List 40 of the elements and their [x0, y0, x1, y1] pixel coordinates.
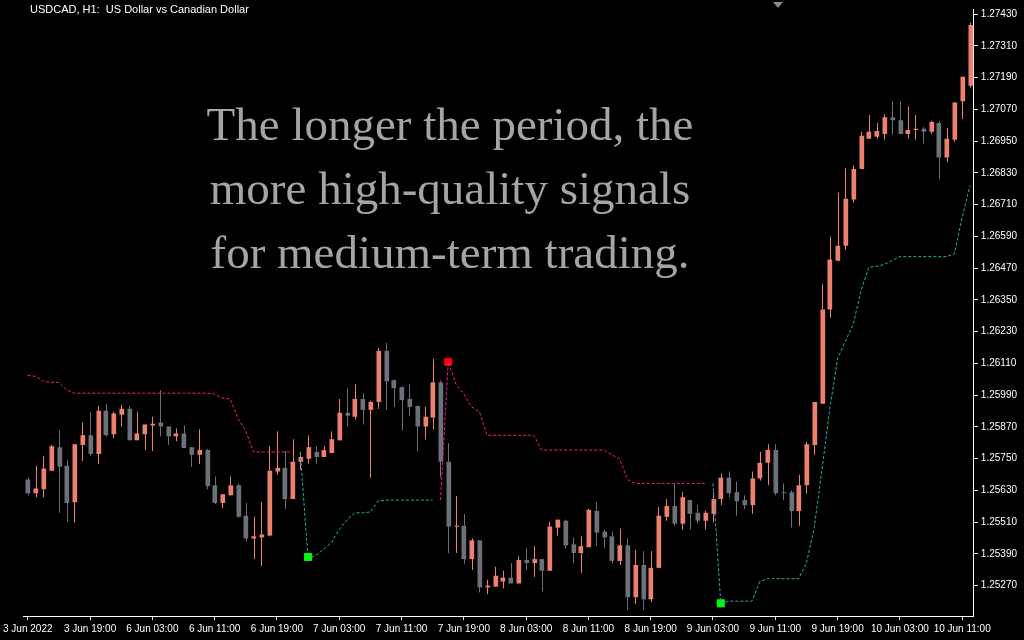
y-tick-label: 1.26950 — [980, 134, 1018, 146]
y-tick-label: 1.26110 — [980, 357, 1017, 369]
x-tick-label: 10 Jun 03:00 — [870, 622, 930, 634]
x-tick-label: 7 Jun 03:00 — [313, 622, 366, 634]
x-tick-label: 3 Jun 19:00 — [63, 622, 117, 634]
x-tick-label: 10 Jun 11:00 — [933, 622, 992, 634]
annotation: The longer the period, the more high-quality signals for medium-term trading. — [205, 97, 695, 280]
x-tick-label: 6 Jun 11:00 — [188, 622, 241, 634]
y-tick-label: 1.26230 — [980, 325, 1018, 337]
y-tick-label: 1.26590 — [980, 230, 1018, 242]
y-tick-label: 1.26350 — [980, 293, 1018, 305]
x-tick-label: 9 Jun 03:00 — [686, 622, 740, 634]
y-tick-label: 1.25870 — [980, 420, 1018, 432]
y-tick-label: 1.26710 — [980, 198, 1018, 210]
x-tick-label: 8 Jun 11:00 — [562, 622, 615, 634]
y-tick-label: 1.27190 — [980, 71, 1018, 83]
x-tick-label: 9 Jun 19:00 — [811, 622, 865, 634]
y-tick-label: 1.26830 — [980, 166, 1018, 178]
y-tick-label: 1.25990 — [980, 388, 1018, 400]
x-tick-label: 8 Jun 19:00 — [624, 622, 678, 634]
chart-title: USDCAD, H1: US Dollar vs Canadian Dollar — [30, 3, 249, 15]
y-tick-label: 1.27430 — [980, 7, 1018, 19]
x-tick-label: 3 Jun 2022 — [3, 622, 53, 634]
x-tick-label: 9 Jun 11:00 — [749, 622, 802, 634]
x-tick-label: 6 Jun 03:00 — [126, 622, 179, 634]
x-tick-label: 7 Jun 11:00 — [375, 622, 428, 634]
y-tick-label: 1.25270 — [980, 579, 1018, 591]
y-tick-label: 1.26470 — [980, 261, 1018, 273]
x-tick-label: 6 Jun 19:00 — [250, 622, 304, 634]
y-tick-label: 1.25510 — [980, 515, 1018, 527]
y-tick-label: 1.25390 — [980, 547, 1018, 559]
y-tick-label: 1.25750 — [980, 452, 1018, 464]
candlestick — [33, 465, 39, 498]
candlestick — [275, 430, 281, 476]
y-tick-label: 1.25630 — [980, 484, 1018, 496]
y-tick-label: 1.27310 — [980, 39, 1018, 51]
y-tick-label: 1.27070 — [980, 103, 1018, 115]
x-tick-label: 7 Jun 19:00 — [437, 622, 491, 634]
x-tick-label: 8 Jun 03:00 — [499, 622, 553, 634]
candlestick — [197, 428, 203, 465]
